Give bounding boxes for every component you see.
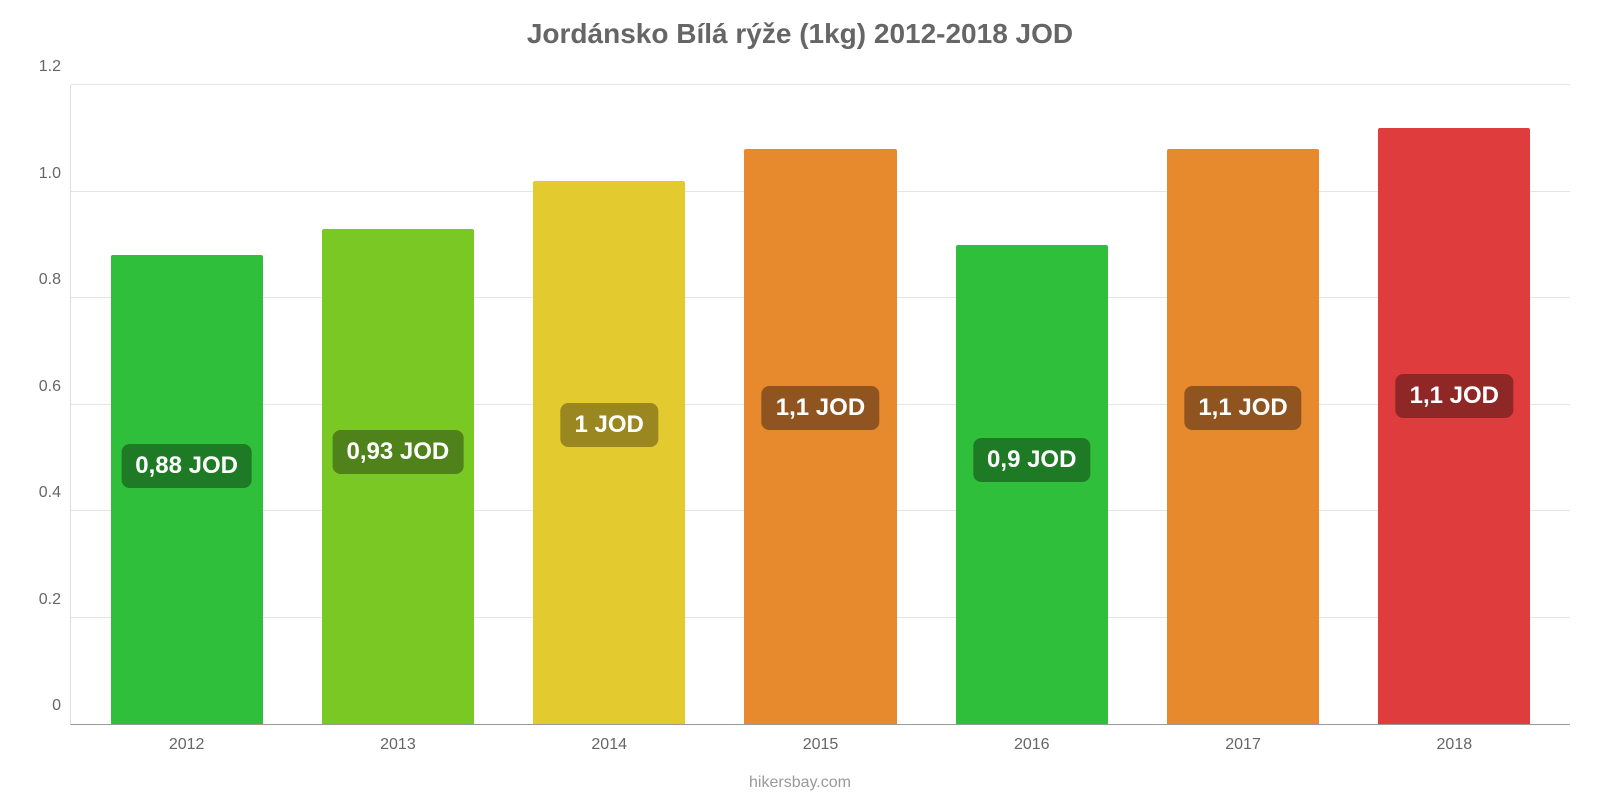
bar-slot: 1 JOD 2014	[504, 85, 715, 724]
bar-value-label: 1,1 JOD	[762, 386, 879, 430]
x-tick-label: 2014	[591, 736, 627, 754]
y-tick-label: 1.0	[39, 165, 61, 183]
bar-slot: 1,1 JOD 2017	[1137, 85, 1348, 724]
x-tick-label: 2012	[169, 736, 205, 754]
x-tick-label: 2013	[380, 736, 416, 754]
plot-area: 0 0.2 0.4 0.6 0.8 1.0 1.2 0,88 JOD 2012 …	[70, 85, 1570, 725]
bar-slot: 1,1 JOD 2015	[715, 85, 926, 724]
y-tick-label: 0	[52, 697, 61, 715]
y-tick-label: 0.6	[39, 378, 61, 396]
bar-value-label: 1,1 JOD	[1396, 374, 1513, 418]
y-tick-label: 0.8	[39, 271, 61, 289]
bar-2013: 0,93 JOD	[322, 229, 474, 724]
bar-2014: 1 JOD	[533, 181, 685, 724]
chart-area: 0 0.2 0.4 0.6 0.8 1.0 1.2 0,88 JOD 2012 …	[70, 85, 1570, 725]
bar-2017: 1,1 JOD	[1167, 149, 1319, 724]
chart-title: Jordánsko Bílá rýže (1kg) 2012-2018 JOD	[0, 0, 1600, 50]
bar-value-label: 1 JOD	[561, 403, 658, 447]
x-tick-label: 2015	[803, 736, 839, 754]
bar-value-label: 1,1 JOD	[1184, 386, 1301, 430]
y-tick-label: 0.4	[39, 484, 61, 502]
bar-slot: 0,9 JOD 2016	[926, 85, 1137, 724]
bar-value-label: 0,93 JOD	[333, 430, 464, 474]
bar-2016: 0,9 JOD	[956, 245, 1108, 724]
bar-value-label: 0,88 JOD	[121, 444, 252, 488]
bar-slot: 0,93 JOD 2013	[292, 85, 503, 724]
bar-2012: 0,88 JOD	[111, 255, 263, 724]
bar-value-label: 0,9 JOD	[973, 438, 1090, 482]
bar-slot: 0,88 JOD 2012	[81, 85, 292, 724]
x-tick-label: 2017	[1225, 736, 1261, 754]
y-tick-label: 1.2	[39, 58, 61, 76]
bar-slot: 1,1 JOD 2018	[1349, 85, 1560, 724]
bars-container: 0,88 JOD 2012 0,93 JOD 2013 1 JOD 2014 1…	[71, 85, 1570, 724]
y-tick-label: 0.2	[39, 591, 61, 609]
x-tick-label: 2016	[1014, 736, 1050, 754]
attribution-text: hikersbay.com	[749, 774, 851, 792]
bar-2018: 1,1 JOD	[1378, 128, 1530, 724]
x-tick-label: 2018	[1437, 736, 1473, 754]
bar-2015: 1,1 JOD	[744, 149, 896, 724]
